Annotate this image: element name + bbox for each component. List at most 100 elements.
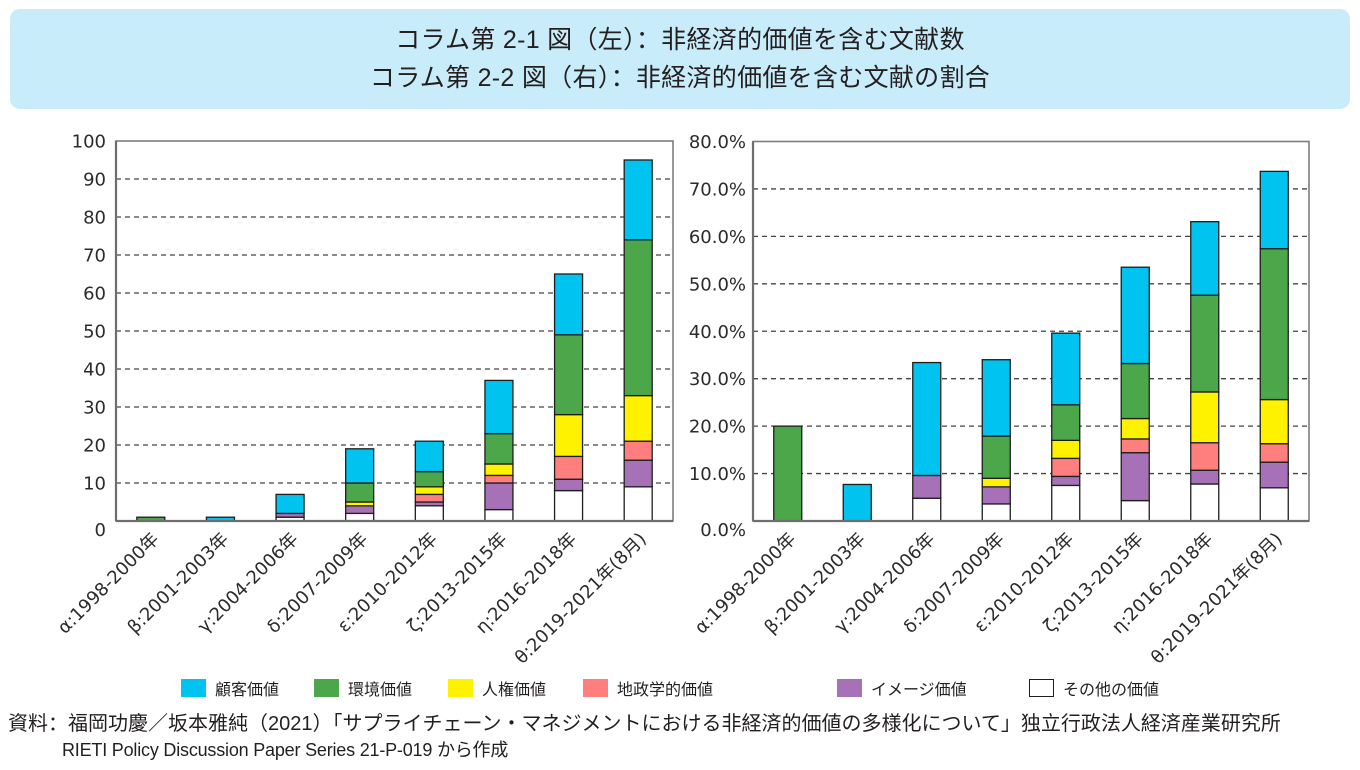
- bar-segment-environment: [623, 239, 653, 397]
- y-tick-label: 70: [83, 246, 106, 267]
- bar-stack: [1190, 221, 1220, 522]
- bar-segment-geopolitical: [1120, 438, 1150, 454]
- y-tick-label: 50: [83, 322, 106, 343]
- legend-item-other: その他の価値: [1029, 678, 1160, 699]
- bar-stack: [1120, 266, 1150, 522]
- bar-segment-other: [1051, 484, 1081, 522]
- bar-segment-other: [912, 497, 942, 522]
- bar-segment-environment: [773, 425, 803, 522]
- bar-segment-environment: [981, 435, 1011, 479]
- bar-segment-geopolitical: [1259, 443, 1289, 463]
- bar-segment-customer: [484, 379, 514, 435]
- legend-label-image: イメージ価値: [871, 680, 967, 699]
- bar-segment-human-rights: [1259, 398, 1289, 445]
- y-tick-label: 20.0%: [689, 417, 746, 438]
- bar-segment-other: [414, 505, 444, 522]
- bar-segment-image: [345, 505, 375, 515]
- bar-segment-image: [1259, 461, 1289, 489]
- bar-segment-image: [484, 482, 514, 511]
- bar-segment-customer: [981, 359, 1011, 437]
- source-note-continued: RIETI Policy Discussion Paper Series 21-…: [62, 740, 509, 760]
- bar-segment-customer: [275, 493, 305, 515]
- y-tick-label: 60: [83, 284, 106, 305]
- y-tick-label: 30: [83, 398, 106, 419]
- bar-segment-geopolitical: [414, 493, 444, 503]
- bar-segment-customer: [1190, 221, 1220, 296]
- legend-label-environment: 環境価値: [348, 680, 413, 699]
- bar-segment-human-rights: [1051, 439, 1081, 460]
- bar-segment-human-rights: [484, 463, 514, 477]
- bar-stack: [553, 273, 584, 522]
- legend-item-human-rights: 人権価値: [448, 678, 546, 699]
- bar-segment-other: [981, 503, 1011, 522]
- bar-segment-human-rights: [1120, 417, 1150, 440]
- y-tick-label: 90: [83, 170, 106, 191]
- bar-segment-environment: [553, 334, 584, 416]
- y-tick-label: 10.0%: [689, 464, 746, 485]
- legend-item-environment: 環境価値: [314, 678, 413, 699]
- bar-segment-customer: [623, 159, 653, 241]
- bar-segment-geopolitical: [484, 474, 514, 484]
- bar-segment-customer: [1259, 170, 1289, 250]
- bar-segment-customer: [414, 440, 444, 473]
- y-tick-label: 20: [83, 436, 106, 457]
- bar-segment-customer: [345, 448, 375, 484]
- bar-segment-image: [623, 459, 653, 488]
- bar-stack: [484, 379, 514, 522]
- bar-stack: [1259, 170, 1289, 522]
- bar-stack: [912, 361, 942, 522]
- legend-item-customer: 顧客価値: [181, 678, 279, 699]
- y-tick-label: 80: [83, 208, 106, 229]
- charts-area: 0102030405060708090100α:1998-2000年β:2001…: [54, 132, 1310, 669]
- bar-segment-other: [484, 508, 514, 522]
- bar-segment-geopolitical: [553, 455, 584, 480]
- legend-label-other: その他の価値: [1063, 680, 1160, 699]
- legend-item-image: イメージ価値: [837, 678, 967, 699]
- bar-segment-image: [1051, 475, 1081, 487]
- bar-segment-other: [1259, 487, 1289, 522]
- bar-segment-customer: [842, 483, 872, 522]
- bar-stack: [275, 493, 305, 522]
- legend-swatch-image: [837, 679, 862, 697]
- y-tick-label: 30.0%: [689, 369, 746, 390]
- bar-segment-other: [1120, 499, 1150, 522]
- bar-segment-customer: [1120, 266, 1150, 365]
- y-tick-label: 0: [95, 520, 106, 541]
- y-tick-label: 0.0%: [700, 520, 746, 541]
- bar-stack: [345, 448, 375, 522]
- y-tick-label: 10: [83, 474, 106, 495]
- bar-segment-geopolitical: [623, 440, 653, 461]
- bar-segment-image: [1120, 452, 1150, 502]
- legend-item-geopolitical: 地政学的価値: [583, 678, 713, 699]
- bar-stack: [773, 425, 803, 522]
- bar-segment-geopolitical: [1051, 457, 1081, 478]
- x-tick-label: θ:2019-2021年(8月): [511, 529, 651, 669]
- bar-segment-environment: [1120, 362, 1150, 420]
- bar-segment-human-rights: [981, 477, 1011, 488]
- bar-segment-image: [1190, 469, 1220, 485]
- bar-stack: [842, 483, 872, 522]
- x-tick-label: θ:2019-2021年(8月): [1147, 529, 1287, 669]
- bar-segment-environment: [1051, 404, 1081, 442]
- bar-segment-environment: [1259, 248, 1289, 401]
- bar-segment-human-rights: [623, 394, 653, 442]
- bar-stack: [414, 440, 444, 522]
- bar-segment-human-rights: [414, 486, 444, 496]
- legend-swatch-geopolitical: [583, 679, 608, 697]
- bar-segment-human-rights: [1190, 391, 1220, 444]
- bar-segment-environment: [1190, 294, 1220, 393]
- bar-segment-image: [553, 478, 584, 492]
- bar-segment-other: [345, 512, 375, 522]
- legend-swatch-human-rights: [448, 679, 473, 697]
- y-tick-label: 70.0%: [689, 179, 746, 200]
- bar-segment-image: [912, 474, 942, 499]
- y-tick-label: 80.0%: [689, 132, 746, 153]
- legend-swatch-environment: [314, 679, 339, 697]
- title-banner: コラム第 2-1 図（左）：非経済的価値を含む文献数 コラム第 2-2 図（右）…: [10, 9, 1350, 109]
- bar-stack: [623, 159, 653, 522]
- bar-segment-other: [553, 489, 584, 522]
- bar-segment-other: [1190, 483, 1220, 522]
- chart-left: 0102030405060708090100α:1998-2000年β:2001…: [54, 132, 674, 669]
- source-note: 資料：福岡功慶／坂本雅純（2021）「サプライチェーン・マネジメントにおける非経…: [8, 713, 1281, 735]
- chart-right: 0.0% 10.0% 20.0% 30.0% 40.0% 50.0% 60.0% 70.0% 8…: [689, 132, 1310, 669]
